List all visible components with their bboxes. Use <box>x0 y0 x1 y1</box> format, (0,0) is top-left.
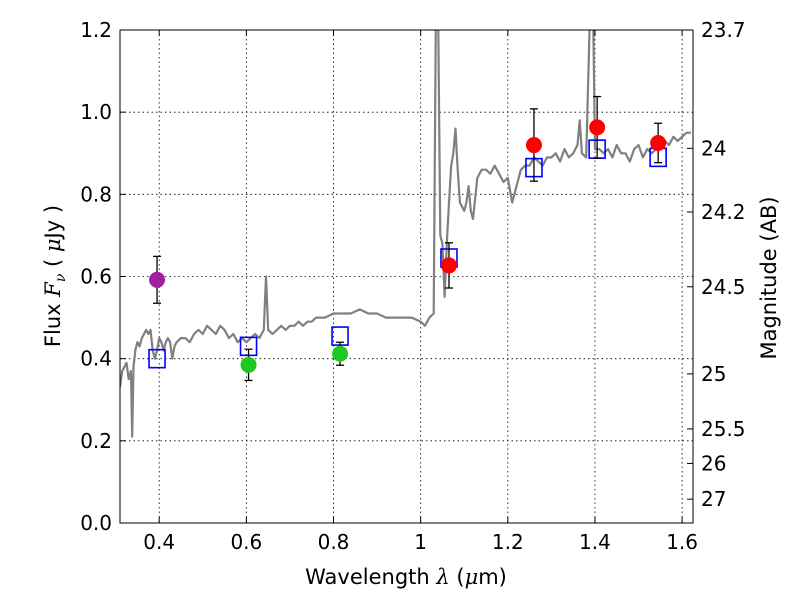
y2-tick-label: 23.7 <box>701 18 746 42</box>
observed-nir-point <box>440 257 457 274</box>
x-tick-label: 1.6 <box>666 530 698 554</box>
observed-points <box>149 95 667 382</box>
x-tick-label: 1.4 <box>579 530 611 554</box>
observed-optical-point <box>332 345 349 362</box>
x-tick-label: 0.8 <box>318 530 350 554</box>
x-tick-label: 1.2 <box>492 530 524 554</box>
y2-tick-label: 27 <box>701 487 726 511</box>
observed-nir-point <box>589 119 606 136</box>
x-tick-label: 0.6 <box>230 530 262 554</box>
y2-tick-label: 25 <box>701 362 726 386</box>
observed-optical-point <box>240 356 257 373</box>
y-axis: 0.0 0.2 0.4 0.6 0.8 1.0 1.2 <box>80 18 126 535</box>
x-tick-label: 0.4 <box>143 530 175 554</box>
y-tick-label: 1.2 <box>80 18 112 42</box>
model-spectrum-line <box>120 30 691 438</box>
model-band-square <box>148 348 166 369</box>
y-tick-label: 0.2 <box>80 429 112 453</box>
y2-tick-label: 25.5 <box>701 417 746 441</box>
y2-axis: 23.7 24 24.2 24.5 25 25.5 26 27 <box>687 18 746 511</box>
y-tick-label: 0.8 <box>80 182 112 206</box>
y-tick-label: 0.0 <box>80 511 112 535</box>
grid <box>120 30 693 523</box>
y2-tick-label: 24 <box>701 136 726 160</box>
y-tick-label: 0.4 <box>80 347 112 371</box>
observed-u-point <box>149 271 166 288</box>
y2-tick-label: 24.2 <box>701 200 746 224</box>
x-tick-label: 1 <box>414 530 427 554</box>
x-axis: 0.4 0.6 0.8 1 1.2 1.4 1.6 <box>143 30 698 554</box>
x-axis-label: Wavelength λ (μm) <box>305 565 507 589</box>
observed-nir-point <box>525 137 542 154</box>
y2-axis-label: Magnitude (AB) <box>757 196 781 359</box>
y2-tick-label: 26 <box>701 451 726 475</box>
y-tick-label: 1.0 <box>80 100 112 124</box>
plot-area <box>120 30 691 438</box>
observed-nir-point <box>650 134 667 151</box>
y2-tick-label: 24.5 <box>701 275 746 299</box>
y-axis-label: Flux Fν ( μJy ) <box>41 205 69 347</box>
y-tick-label: 0.6 <box>80 265 112 289</box>
